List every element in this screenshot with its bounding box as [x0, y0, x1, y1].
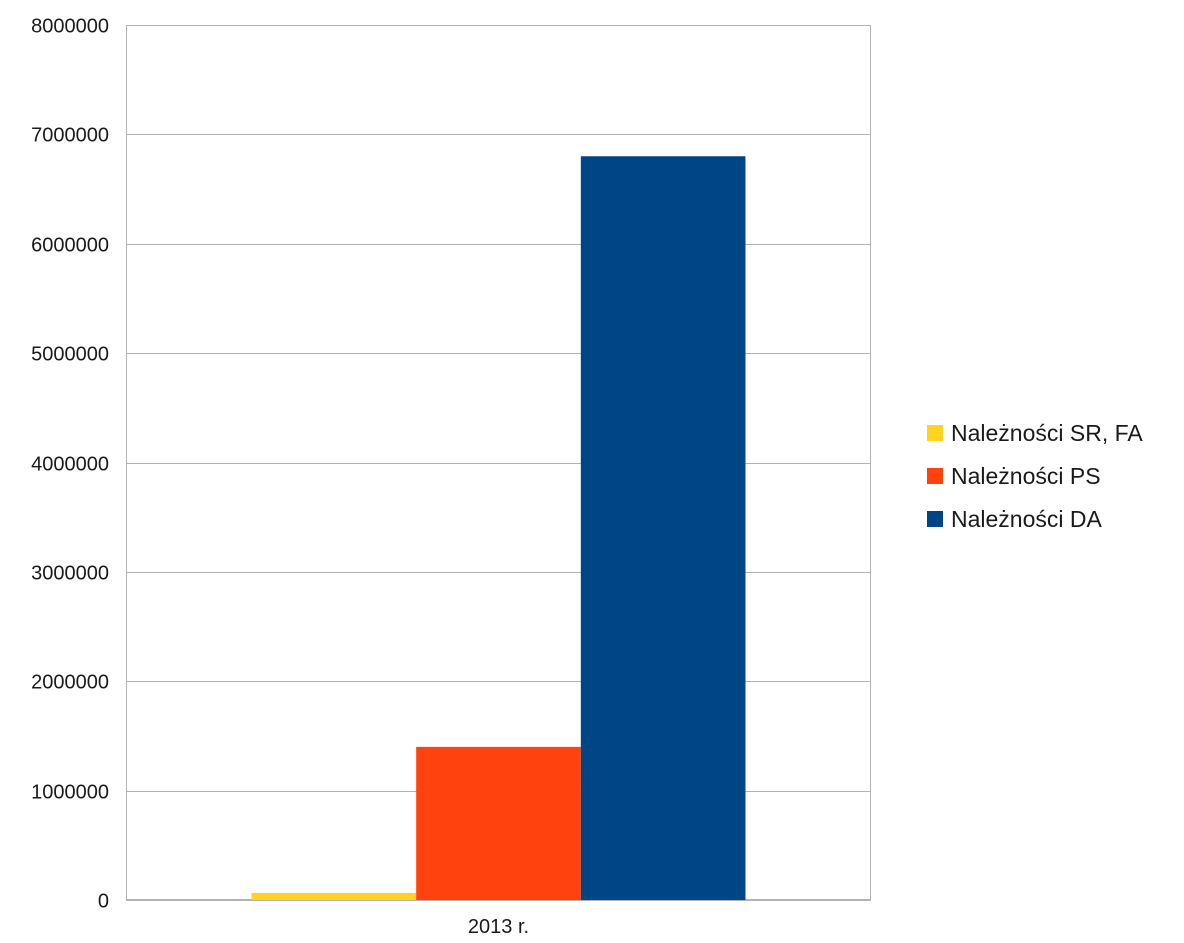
y-tick-label: 5000000 [31, 344, 109, 366]
y-tick-label: 3000000 [31, 563, 109, 585]
legend-swatch [927, 511, 943, 527]
legend-swatch [927, 425, 943, 441]
legend-label: Należności DA [951, 506, 1102, 532]
bar-2 [416, 746, 581, 900]
y-tick-label: 8000000 [31, 16, 109, 38]
bar-3 [580, 156, 746, 900]
bar-1 [251, 892, 417, 900]
x-tick-label: 2013 r. [468, 916, 529, 938]
y-tick-label: 0 [98, 891, 109, 913]
legend: Należności SR, FA Należności PS Należności… [927, 420, 1143, 532]
y-tick-label: 1000000 [31, 782, 109, 804]
legend-swatch [927, 468, 943, 484]
y-tick-label: 2000000 [31, 672, 109, 694]
y-axis-tick-labels: 0 1000000 2000000 3000000 4000000 5000000 6000… [31, 16, 109, 913]
y-tick-label: 4000000 [31, 454, 109, 476]
legend-label: Należności PS [951, 463, 1101, 489]
legend-label: Należności SR, FA [951, 420, 1143, 446]
y-tick-label: 6000000 [31, 235, 109, 257]
x-axis-tick-labels: 2013 r. [468, 916, 529, 938]
y-tick-label: 7000000 [31, 125, 109, 147]
bars [251, 156, 746, 900]
